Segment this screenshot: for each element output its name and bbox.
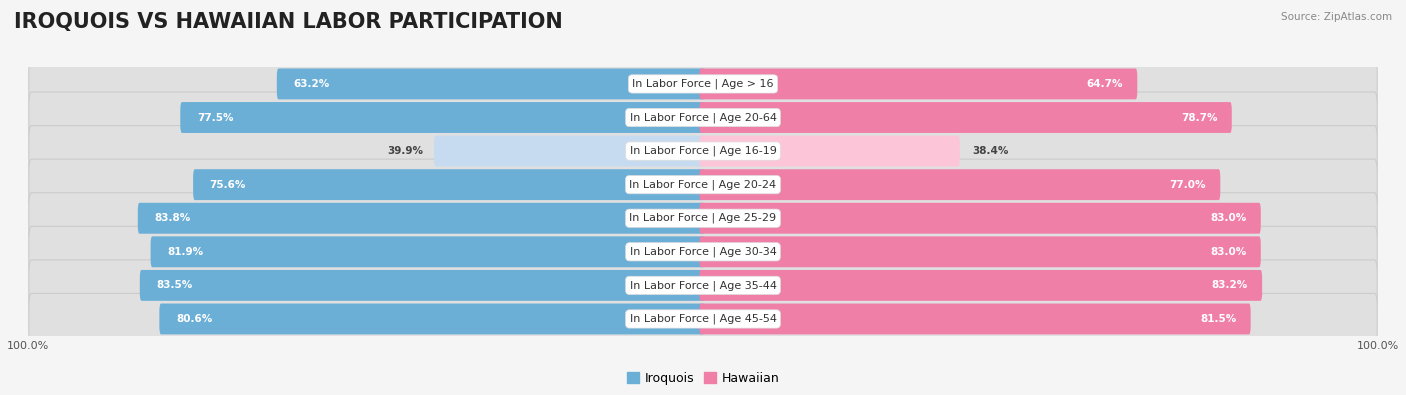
FancyBboxPatch shape xyxy=(180,102,704,133)
Text: In Labor Force | Age > 16: In Labor Force | Age > 16 xyxy=(633,79,773,89)
Text: 83.0%: 83.0% xyxy=(1211,213,1246,223)
FancyBboxPatch shape xyxy=(28,226,1378,277)
Text: 80.6%: 80.6% xyxy=(176,314,212,324)
Text: 75.6%: 75.6% xyxy=(209,180,246,190)
FancyBboxPatch shape xyxy=(28,193,1378,244)
FancyBboxPatch shape xyxy=(150,236,704,267)
FancyBboxPatch shape xyxy=(193,169,704,200)
FancyBboxPatch shape xyxy=(699,236,1261,267)
FancyBboxPatch shape xyxy=(699,203,1261,234)
Text: Source: ZipAtlas.com: Source: ZipAtlas.com xyxy=(1281,12,1392,22)
FancyBboxPatch shape xyxy=(699,102,1232,133)
FancyBboxPatch shape xyxy=(28,260,1378,311)
FancyBboxPatch shape xyxy=(699,169,1220,200)
FancyBboxPatch shape xyxy=(28,293,1378,344)
Text: 39.9%: 39.9% xyxy=(388,146,423,156)
Text: In Labor Force | Age 20-64: In Labor Force | Age 20-64 xyxy=(630,112,776,123)
FancyBboxPatch shape xyxy=(699,270,1263,301)
Text: In Labor Force | Age 30-34: In Labor Force | Age 30-34 xyxy=(630,246,776,257)
Text: 83.8%: 83.8% xyxy=(155,213,191,223)
FancyBboxPatch shape xyxy=(699,303,1251,335)
Text: 81.5%: 81.5% xyxy=(1199,314,1236,324)
Text: 83.2%: 83.2% xyxy=(1212,280,1247,290)
Text: In Labor Force | Age 20-24: In Labor Force | Age 20-24 xyxy=(630,179,776,190)
FancyBboxPatch shape xyxy=(699,68,1137,100)
Text: 83.0%: 83.0% xyxy=(1211,247,1246,257)
FancyBboxPatch shape xyxy=(28,92,1378,143)
FancyBboxPatch shape xyxy=(699,135,960,167)
FancyBboxPatch shape xyxy=(277,68,704,100)
FancyBboxPatch shape xyxy=(28,126,1378,177)
Text: 77.0%: 77.0% xyxy=(1170,180,1206,190)
Text: 78.7%: 78.7% xyxy=(1181,113,1218,122)
Text: In Labor Force | Age 35-44: In Labor Force | Age 35-44 xyxy=(630,280,776,291)
FancyBboxPatch shape xyxy=(159,303,704,335)
FancyBboxPatch shape xyxy=(138,203,704,234)
Text: 83.5%: 83.5% xyxy=(156,280,193,290)
Text: In Labor Force | Age 16-19: In Labor Force | Age 16-19 xyxy=(630,146,776,156)
Text: In Labor Force | Age 45-54: In Labor Force | Age 45-54 xyxy=(630,314,776,324)
Text: 38.4%: 38.4% xyxy=(973,146,1008,156)
Text: IROQUOIS VS HAWAIIAN LABOR PARTICIPATION: IROQUOIS VS HAWAIIAN LABOR PARTICIPATION xyxy=(14,12,562,32)
Legend: Iroquois, Hawaiian: Iroquois, Hawaiian xyxy=(623,368,783,389)
FancyBboxPatch shape xyxy=(28,159,1378,210)
Text: 64.7%: 64.7% xyxy=(1087,79,1123,89)
Text: In Labor Force | Age 25-29: In Labor Force | Age 25-29 xyxy=(630,213,776,224)
FancyBboxPatch shape xyxy=(434,135,704,167)
Text: 63.2%: 63.2% xyxy=(294,79,329,89)
Text: 77.5%: 77.5% xyxy=(197,113,233,122)
Text: 81.9%: 81.9% xyxy=(167,247,204,257)
FancyBboxPatch shape xyxy=(139,270,704,301)
FancyBboxPatch shape xyxy=(28,58,1378,109)
